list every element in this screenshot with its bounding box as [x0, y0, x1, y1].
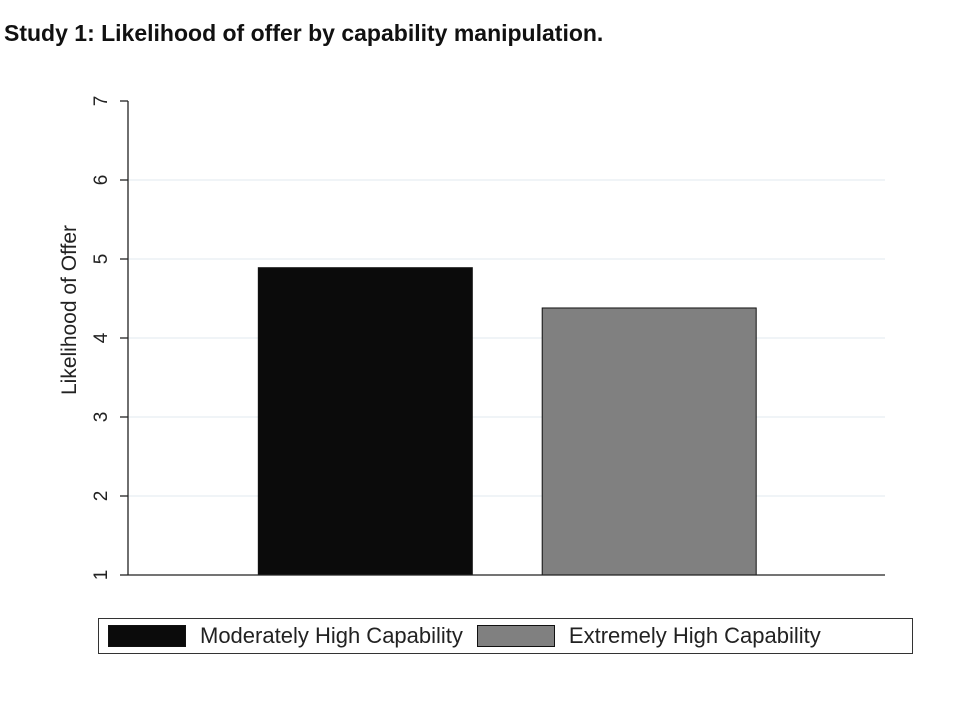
legend-item-moderately-high: Moderately High Capability: [108, 623, 463, 649]
y-tick-label-5: 5: [91, 254, 112, 265]
bar-extremely-high: [542, 308, 756, 575]
bar-chart: 1 2 3 4 5 6 7 Likelihood of Offer: [0, 0, 972, 610]
y-tick-label-7: 7: [91, 96, 112, 107]
legend-item-extremely-high: Extremely High Capability: [477, 623, 821, 649]
legend-swatch-moderately-high: [108, 625, 186, 647]
legend-label-extremely-high: Extremely High Capability: [569, 623, 821, 649]
y-tick-label-4: 4: [91, 332, 112, 343]
y-axis-title: Likelihood of Offer: [58, 225, 81, 395]
y-tick-label-3: 3: [91, 412, 112, 423]
y-tick-label-1: 1: [91, 570, 112, 581]
legend-swatch-extremely-high: [477, 625, 555, 647]
bar-moderately-high: [258, 268, 472, 575]
legend-label-moderately-high: Moderately High Capability: [200, 623, 463, 649]
y-tick-label-2: 2: [91, 491, 112, 502]
bars: [258, 268, 756, 575]
gridlines: [128, 180, 885, 496]
legend: Moderately High Capability Extremely Hig…: [98, 618, 913, 654]
y-tick-label-6: 6: [91, 175, 112, 186]
